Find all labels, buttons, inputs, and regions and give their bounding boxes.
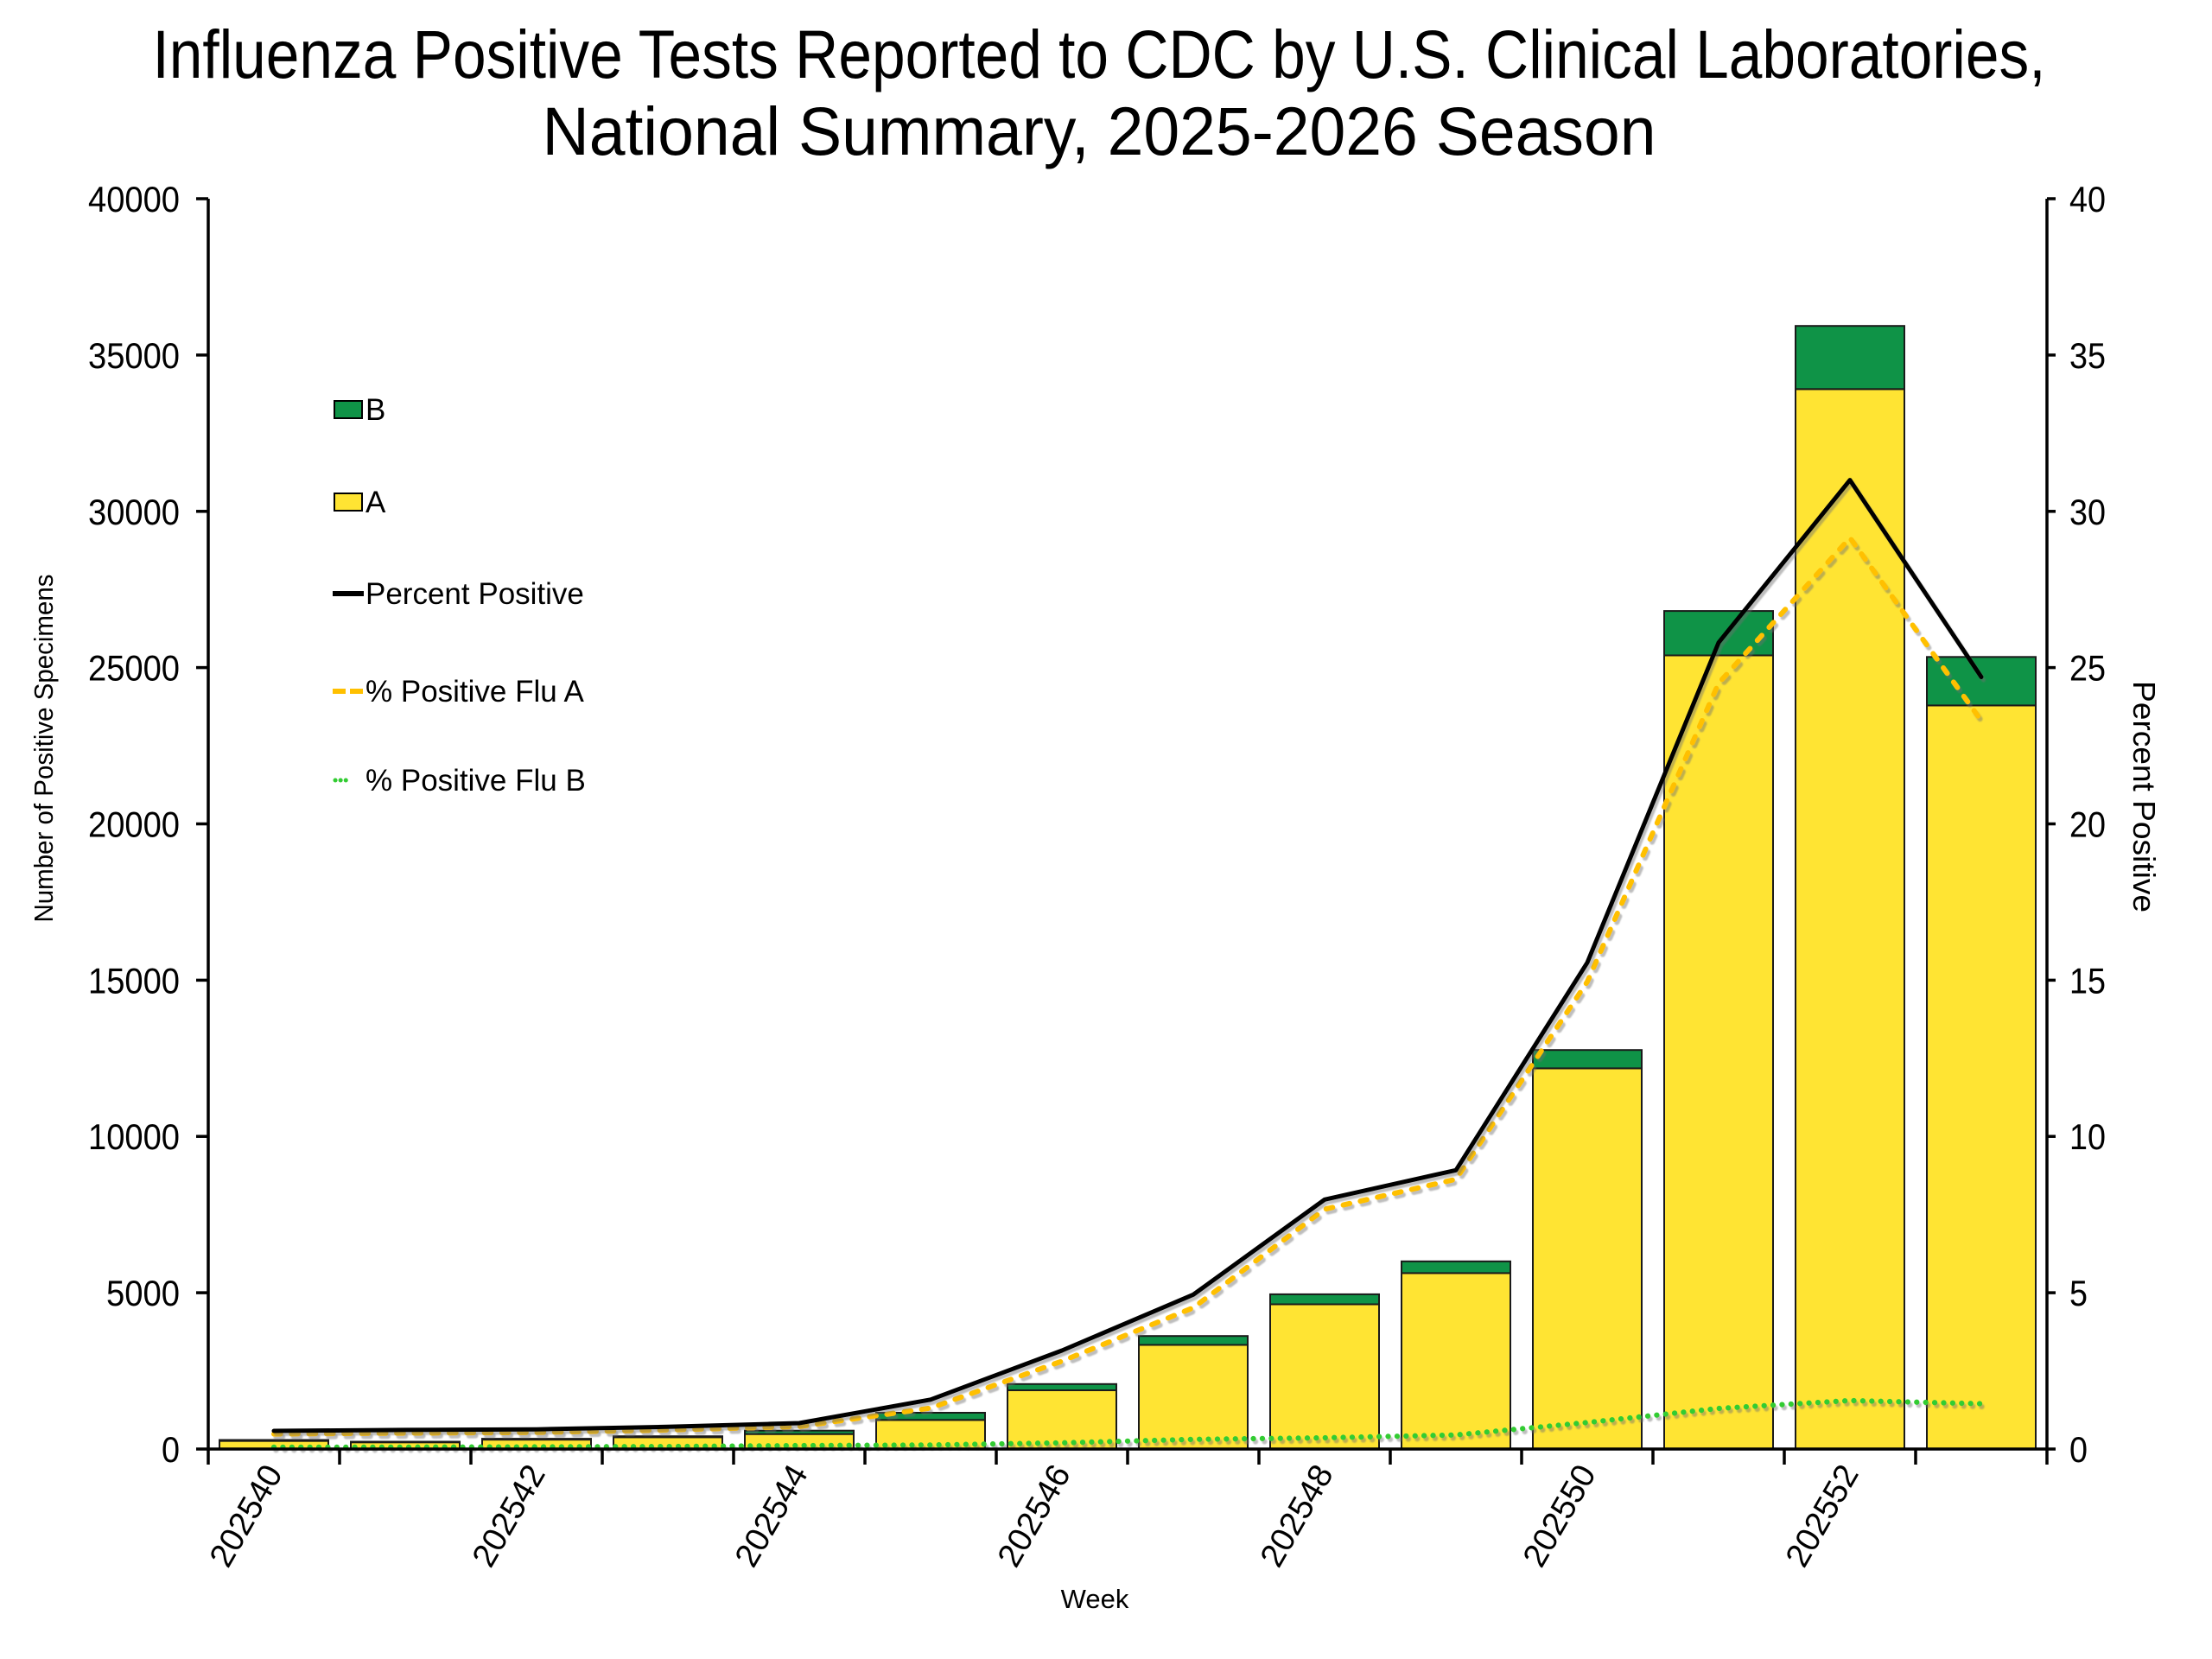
svg-text:10000: 10000 [88, 1116, 180, 1157]
svg-text:% Positive Flu A: % Positive Flu A [365, 675, 585, 709]
svg-text:30: 30 [2069, 492, 2106, 532]
svg-text:20000: 20000 [88, 804, 180, 845]
svg-text:0: 0 [162, 1429, 180, 1470]
svg-text:B: B [365, 393, 385, 427]
svg-text:40: 40 [2069, 179, 2106, 219]
svg-text:Influenza Positive Tests Repor: Influenza Positive Tests Reported to CDC… [153, 16, 2046, 92]
svg-text:Percent Positive: Percent Positive [2126, 681, 2162, 912]
svg-text:25000: 25000 [88, 648, 180, 689]
svg-text:15: 15 [2069, 960, 2106, 1001]
svg-text:% Positive Flu B: % Positive Flu B [365, 764, 586, 798]
svg-text:0: 0 [2069, 1429, 2088, 1470]
svg-text:5: 5 [2069, 1273, 2088, 1313]
svg-text:10: 10 [2069, 1116, 2106, 1157]
svg-text:20: 20 [2069, 804, 2106, 845]
svg-text:A: A [365, 486, 386, 519]
svg-text:5000: 5000 [106, 1273, 180, 1313]
svg-text:National Summary, 2025-2026 Se: National Summary, 2025-2026 Season [543, 92, 1656, 169]
svg-text:30000: 30000 [88, 492, 180, 532]
svg-text:15000: 15000 [88, 960, 180, 1001]
svg-text:35000: 35000 [88, 335, 180, 376]
svg-text:35: 35 [2069, 335, 2106, 376]
svg-text:Percent Positive: Percent Positive [365, 577, 584, 611]
svg-text:40000: 40000 [88, 179, 180, 219]
svg-text:Week: Week [1061, 1584, 1129, 1614]
svg-text:25: 25 [2069, 648, 2106, 689]
svg-text:Number of Positive Specimens: Number of Positive Specimens [29, 575, 59, 923]
